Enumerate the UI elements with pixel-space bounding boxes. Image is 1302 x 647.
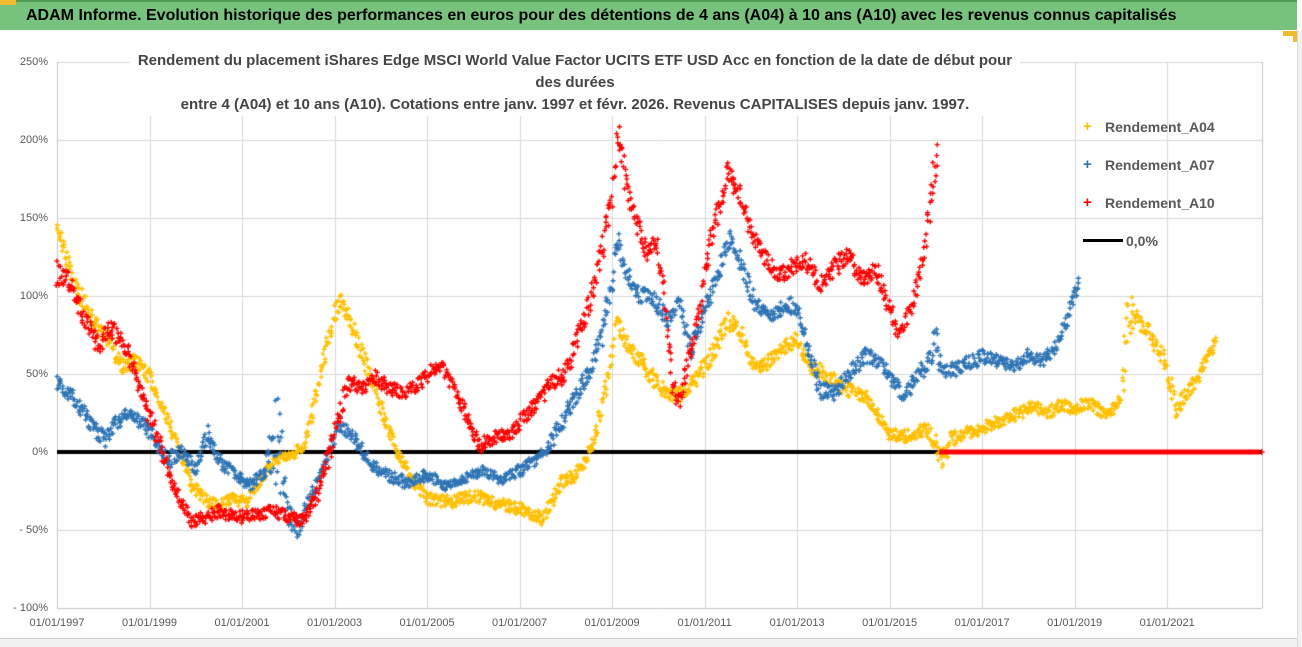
legend-label-a10: Rendement_A10	[1105, 194, 1215, 211]
y-tick-label: 250%	[19, 56, 48, 68]
x-tick-label: 01/01/2015	[862, 617, 918, 629]
legend-item-zero[interactable]: 0,0%	[1083, 232, 1283, 249]
x-tick-label: 01/01/2017	[954, 617, 1010, 629]
x-tick-label: 01/01/2003	[307, 617, 363, 629]
x-tick-label: 01/01/2011	[677, 617, 732, 629]
x-tick-label: 01/01/2001	[214, 617, 270, 629]
x-tick-label: 01/01/1999	[121, 617, 178, 629]
gold-accent-right	[1283, 31, 1298, 36]
legend-label-a04: Rendement_A04	[1105, 118, 1215, 135]
x-tick-label: 01/01/2019	[1047, 617, 1103, 629]
x-tick-label: 01/01/2007	[492, 617, 548, 629]
y-tick-label: 200%	[19, 134, 48, 146]
banner: ADAM Informe. Evolution historique des p…	[0, 0, 1297, 30]
chart-title: Rendement du placement iShares Edge MSCI…	[130, 50, 1020, 116]
plus-marker-icon: +	[1083, 156, 1092, 173]
y-tick-label: - 50%	[19, 524, 48, 536]
legend-item-a10[interactable]: + Rendement_A10	[1083, 194, 1283, 211]
y-tick-label: 150%	[19, 212, 48, 224]
right-strip	[1297, 30, 1302, 647]
x-tick-label: 01/01/2021	[1139, 617, 1195, 629]
bottom-strip	[0, 638, 1297, 647]
chart-legend: + Rendement_A04 + Rendement_A07 + Rendem…	[1083, 118, 1283, 270]
y-tick-label: 100%	[19, 290, 48, 302]
y-tick-label: 0%	[32, 446, 48, 458]
y-tick-label: - 100%	[13, 602, 48, 614]
legend-item-a07[interactable]: + Rendement_A07	[1083, 156, 1283, 173]
x-tick-label: 01/01/1997	[29, 617, 85, 629]
legend-item-a04[interactable]: + Rendement_A04	[1083, 118, 1283, 135]
legend-label-zero: 0,0%	[1126, 232, 1158, 249]
chart-title-line1: Rendement du placement iShares Edge MSCI…	[137, 52, 1013, 91]
plus-marker-icon: +	[1083, 118, 1092, 135]
legend-label-a07: Rendement_A07	[1105, 156, 1215, 173]
gold-accent-left	[0, 0, 16, 5]
zero-line-swatch	[1083, 239, 1123, 242]
x-tick-label: 01/01/2013	[769, 617, 825, 629]
chart-title-line2: entre 4 (A04) et 10 ans (A10). Cotations…	[180, 96, 970, 113]
gold-accent-right-v	[1293, 31, 1298, 42]
plus-marker-icon: +	[1083, 194, 1092, 211]
banner-title: ADAM Informe. Evolution historique des p…	[26, 7, 1177, 24]
x-tick-label: 01/01/2005	[399, 617, 455, 629]
y-tick-label: 50%	[25, 368, 48, 380]
x-tick-label: 01/01/2009	[584, 617, 640, 629]
